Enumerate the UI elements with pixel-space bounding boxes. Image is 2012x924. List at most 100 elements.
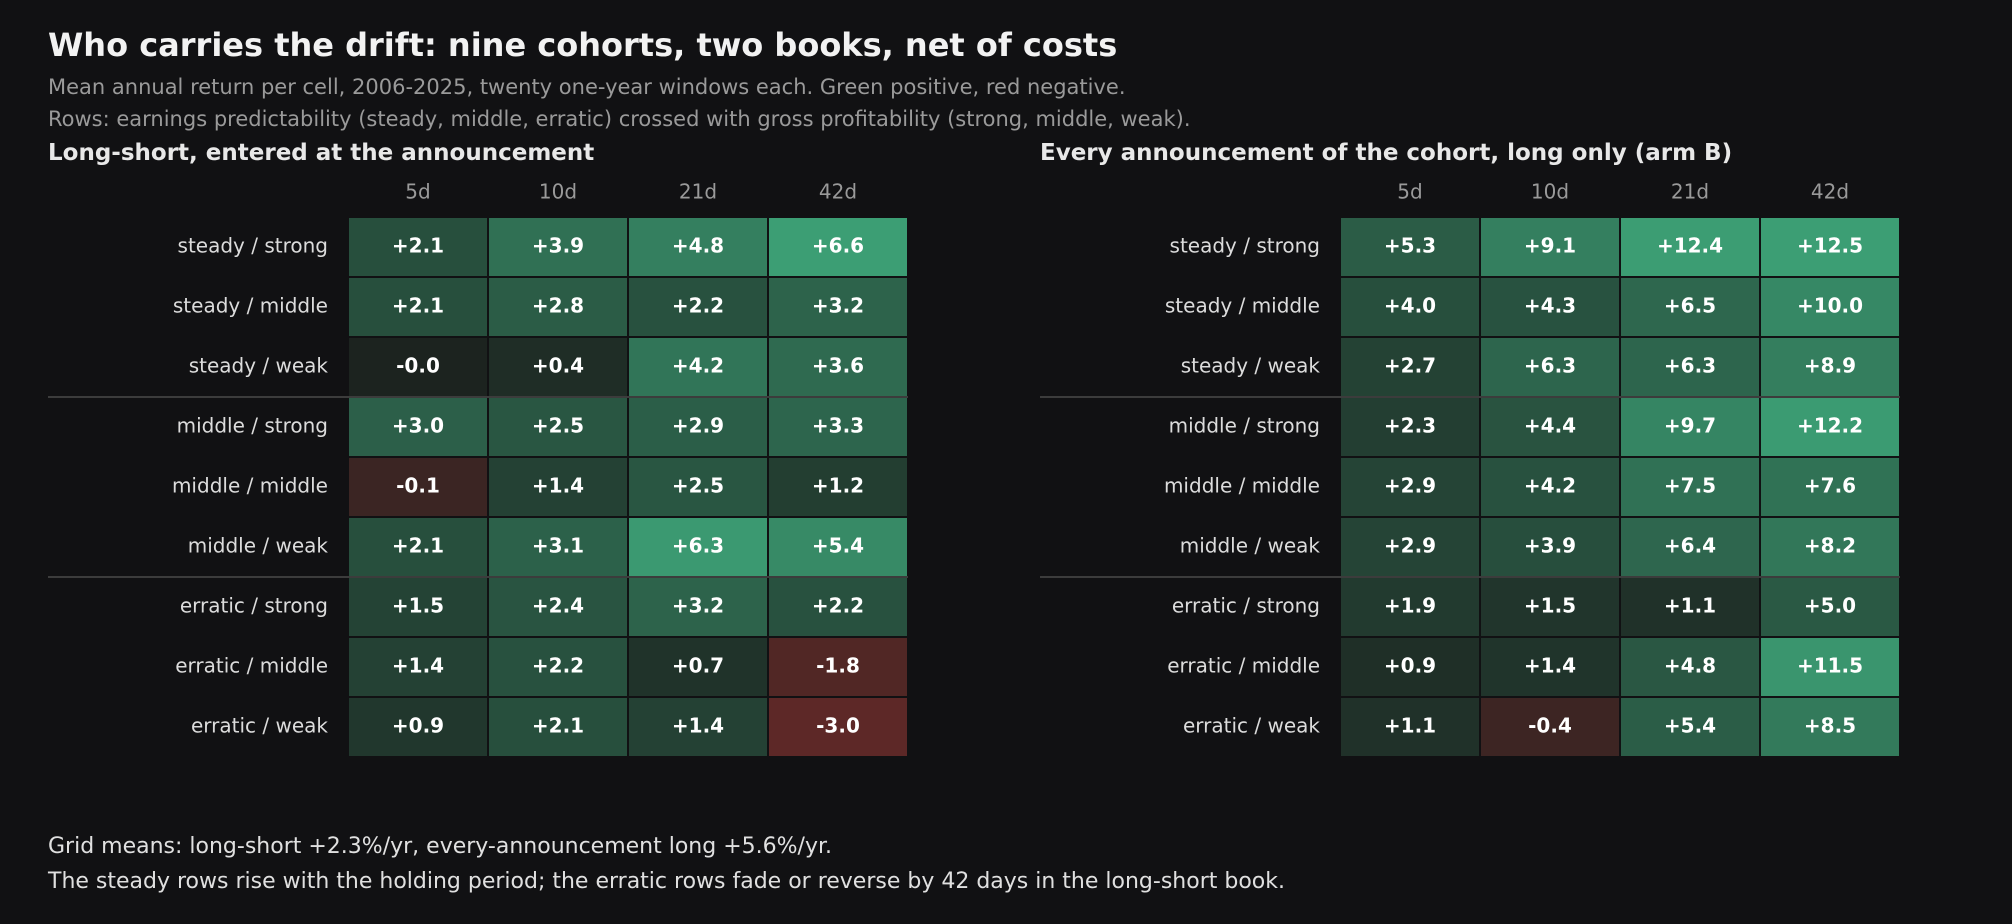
cell-value-label: +4.8 (1664, 654, 1716, 678)
heatmap-cell (1619, 516, 1761, 578)
cell-value-label: +6.6 (812, 234, 864, 258)
row-label: erratic / middle (1167, 654, 1320, 678)
heatmap-cell (487, 516, 629, 578)
heatmap-cell (487, 636, 629, 698)
heatmap-cell (1759, 696, 1901, 758)
heatmap-cell (1759, 216, 1901, 278)
heatmap-cell (627, 516, 769, 578)
row-label: middle / middle (172, 474, 328, 498)
row-label: erratic / strong (1172, 594, 1320, 618)
cell-value-label: +3.9 (1524, 534, 1576, 558)
cell-value-label: +2.2 (812, 594, 864, 618)
heatmap-long-only: 5d 10d 21d 42d steady / strong +5.3 +9.1 +12.4 +… (1040, 180, 1901, 758)
heatmap-cell (1479, 516, 1621, 578)
cell-value-label: +4.2 (1524, 474, 1576, 498)
heatmap-cell (1759, 336, 1901, 398)
cell-value-label: +1.4 (672, 714, 724, 738)
cell-value-label: +8.9 (1804, 354, 1856, 378)
cell-value-label: +7.6 (1804, 474, 1856, 498)
row-label: steady / strong (178, 234, 328, 258)
cell-value-label: +2.3 (1384, 414, 1436, 438)
heatmap-cell (767, 276, 909, 338)
cell-value-label: +11.5 (1797, 654, 1863, 678)
cell-value-label: +1.5 (1524, 594, 1576, 618)
cell-value-label: +12.2 (1797, 414, 1863, 438)
cell-value-label: +6.3 (672, 534, 724, 558)
heatmap-cell (347, 516, 489, 578)
row-label: steady / weak (189, 354, 329, 378)
cell-value-label: +3.9 (532, 234, 584, 258)
cell-value-label: -1.8 (816, 654, 860, 678)
heatmap-cell (767, 516, 909, 578)
heatmap-cell (767, 396, 909, 458)
cell-value-label: +2.5 (532, 414, 584, 438)
subtitle-line-1: Mean annual return per cell, 2006-2025, … (48, 75, 1126, 99)
heatmap-cell (1339, 456, 1481, 518)
heatmap-cell (487, 576, 629, 638)
subtitle-line-2: Rows: earnings predictability (steady, m… (48, 107, 1191, 131)
heatmap-cell (1479, 636, 1621, 698)
cell-value-label: +2.8 (532, 294, 584, 318)
cell-value-label: +9.1 (1524, 234, 1576, 258)
heatmap-cell (1759, 636, 1901, 698)
heatmap-cell (767, 336, 909, 398)
cell-value-label: +2.2 (672, 294, 724, 318)
cell-value-label: +6.5 (1664, 294, 1716, 318)
heatmap-cell (1619, 456, 1761, 518)
cell-value-label: +3.2 (672, 594, 724, 618)
column-header-10d: 10d (1531, 180, 1569, 204)
heatmap-cell (627, 216, 769, 278)
panel-title-long-only: Every announcement of the cohort, long o… (1040, 140, 1733, 166)
cell-value-label: +3.1 (532, 534, 584, 558)
heatmap-cell (1479, 216, 1621, 278)
heatmap-cell (767, 456, 909, 518)
cell-value-label: +12.4 (1657, 234, 1723, 258)
panel-long-short: Long-short, entered at the announcement … (48, 140, 948, 760)
panel-title-long-short: Long-short, entered at the announcement (48, 140, 595, 166)
cell-value-label: +10.0 (1797, 294, 1863, 318)
heatmap-cell (767, 576, 909, 638)
cell-value-label: -3.0 (816, 714, 860, 738)
row-label: steady / strong (1170, 234, 1320, 258)
cell-value-label: +2.7 (1384, 354, 1436, 378)
cell-value-label: +5.3 (1384, 234, 1436, 258)
cell-value-label: +6.4 (1664, 534, 1716, 558)
column-header-21d: 21d (1671, 180, 1709, 204)
cell-value-label: +3.3 (812, 414, 864, 438)
cell-value-label: +8.2 (1804, 534, 1856, 558)
heatmap-cell (1759, 516, 1901, 578)
heatmap-cell (1619, 696, 1761, 758)
heatmap-cell (627, 696, 769, 758)
cell-value-label: +0.9 (392, 714, 444, 738)
cell-value-label: +12.5 (1797, 234, 1863, 258)
row-label: erratic / weak (1183, 714, 1320, 738)
heatmap-cell (767, 696, 909, 758)
cell-value-label: +1.4 (392, 654, 444, 678)
cell-value-label: +2.4 (532, 594, 584, 618)
cell-value-label: +4.2 (672, 354, 724, 378)
cell-value-label: +1.2 (812, 474, 864, 498)
cell-value-label: +1.4 (532, 474, 584, 498)
heatmap-cell (347, 216, 489, 278)
row-label: middle / middle (1164, 474, 1320, 498)
cell-value-label: +0.7 (672, 654, 724, 678)
cell-value-label: +5.4 (1664, 714, 1716, 738)
cell-value-label: +2.9 (1384, 534, 1436, 558)
heatmap-cell (1339, 696, 1481, 758)
cell-value-label: +1.1 (1664, 594, 1716, 618)
heatmap-cell (1339, 396, 1481, 458)
row-label: steady / middle (173, 294, 328, 318)
cell-value-label: +1.1 (1384, 714, 1436, 738)
heatmap-cell (1479, 576, 1621, 638)
cell-value-label: +2.1 (392, 294, 444, 318)
heatmap-cell (1619, 216, 1761, 278)
row-label: erratic / middle (175, 654, 328, 678)
cell-value-label: +1.9 (1384, 594, 1436, 618)
column-header-42d: 42d (819, 180, 857, 204)
cell-value-label: +0.4 (532, 354, 584, 378)
chart-title: Who carries the drift: nine cohorts, two… (48, 26, 1118, 64)
heatmap-cell (1619, 276, 1761, 338)
cell-value-label: +4.4 (1524, 414, 1576, 438)
row-label: middle / weak (188, 534, 329, 558)
cell-value-label: -0.0 (396, 354, 440, 378)
